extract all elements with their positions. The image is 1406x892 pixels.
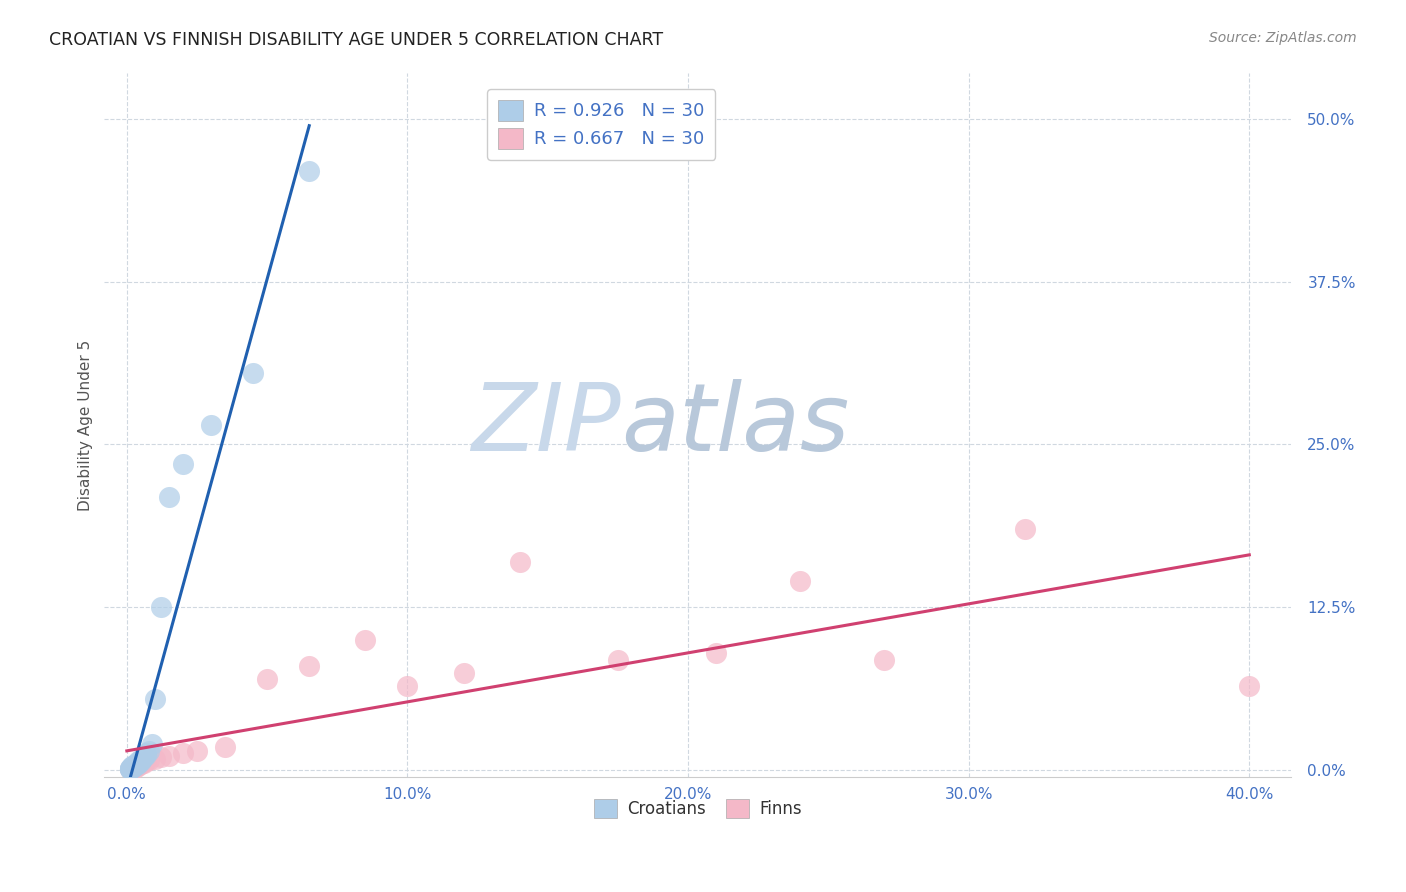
Point xyxy=(509,555,531,569)
Point xyxy=(200,417,222,432)
Point xyxy=(118,762,141,776)
Point xyxy=(298,659,321,673)
Point xyxy=(118,762,141,776)
Point xyxy=(396,679,419,693)
Point xyxy=(124,756,146,771)
Point xyxy=(214,739,236,754)
Point xyxy=(149,600,172,615)
Point xyxy=(121,759,143,773)
Point xyxy=(143,751,166,765)
Point xyxy=(118,762,141,776)
Point xyxy=(132,750,155,764)
Point xyxy=(143,691,166,706)
Point xyxy=(121,761,143,775)
Point xyxy=(118,761,141,775)
Point xyxy=(138,744,160,758)
Point xyxy=(129,751,152,765)
Point xyxy=(129,756,152,771)
Point xyxy=(121,762,143,776)
Point xyxy=(135,747,157,761)
Point xyxy=(127,756,149,770)
Point xyxy=(138,753,160,767)
Point xyxy=(157,749,180,764)
Text: CROATIAN VS FINNISH DISABILITY AGE UNDER 5 CORRELATION CHART: CROATIAN VS FINNISH DISABILITY AGE UNDER… xyxy=(49,31,664,49)
Point xyxy=(135,754,157,768)
Text: Source: ZipAtlas.com: Source: ZipAtlas.com xyxy=(1209,31,1357,45)
Point xyxy=(1014,522,1036,536)
Point xyxy=(129,754,152,768)
Point xyxy=(704,646,727,660)
Point xyxy=(124,759,146,773)
Point xyxy=(789,574,811,589)
Point xyxy=(873,652,896,666)
Legend: Croatians, Finns: Croatians, Finns xyxy=(588,792,808,825)
Point xyxy=(1239,679,1261,693)
Y-axis label: Disability Age Under 5: Disability Age Under 5 xyxy=(79,339,93,510)
Point xyxy=(129,756,152,770)
Point xyxy=(149,750,172,764)
Point xyxy=(186,744,208,758)
Point xyxy=(172,457,194,471)
Text: atlas: atlas xyxy=(620,379,849,470)
Point xyxy=(118,762,141,776)
Point xyxy=(606,652,628,666)
Point xyxy=(124,761,146,775)
Point xyxy=(121,761,143,775)
Point xyxy=(132,756,155,770)
Point xyxy=(127,756,149,771)
Point xyxy=(354,632,377,647)
Point xyxy=(298,163,321,178)
Point xyxy=(124,758,146,772)
Point xyxy=(124,759,146,773)
Point xyxy=(127,759,149,773)
Text: ZIP: ZIP xyxy=(471,379,620,470)
Point xyxy=(129,753,152,767)
Point xyxy=(121,759,143,773)
Point xyxy=(127,754,149,768)
Point xyxy=(157,490,180,504)
Point xyxy=(172,747,194,761)
Point xyxy=(127,758,149,772)
Point xyxy=(132,749,155,764)
Point xyxy=(242,366,264,380)
Point xyxy=(141,737,163,751)
Point xyxy=(135,747,157,762)
Point xyxy=(453,665,475,680)
Point xyxy=(121,761,143,775)
Point xyxy=(256,672,278,686)
